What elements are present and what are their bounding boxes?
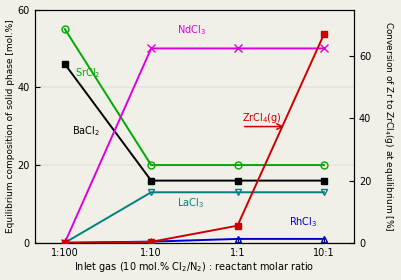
X-axis label: Inlet gas (10 mol.% Cl$_2$/N$_2$) : reactant molar ratio: Inlet gas (10 mol.% Cl$_2$/N$_2$) : reac… [74,260,314,274]
Text: ZrCl$_4$(g): ZrCl$_4$(g) [242,111,282,125]
Text: BaCl$_2$: BaCl$_2$ [72,124,99,138]
Y-axis label: Equilibrium composition of solid phase [mol.%]: Equilibrium composition of solid phase [… [6,19,14,233]
Y-axis label: Conversion of Zr to ZrCl$_4$(g) at equilibrium [%]: Conversion of Zr to ZrCl$_4$(g) at equil… [383,21,395,231]
Text: LaCl$_3$: LaCl$_3$ [177,196,204,210]
Text: RhCl$_3$: RhCl$_3$ [290,215,318,229]
Text: SrCl$_2$: SrCl$_2$ [75,66,101,80]
Text: NdCl$_3$: NdCl$_3$ [177,23,206,37]
